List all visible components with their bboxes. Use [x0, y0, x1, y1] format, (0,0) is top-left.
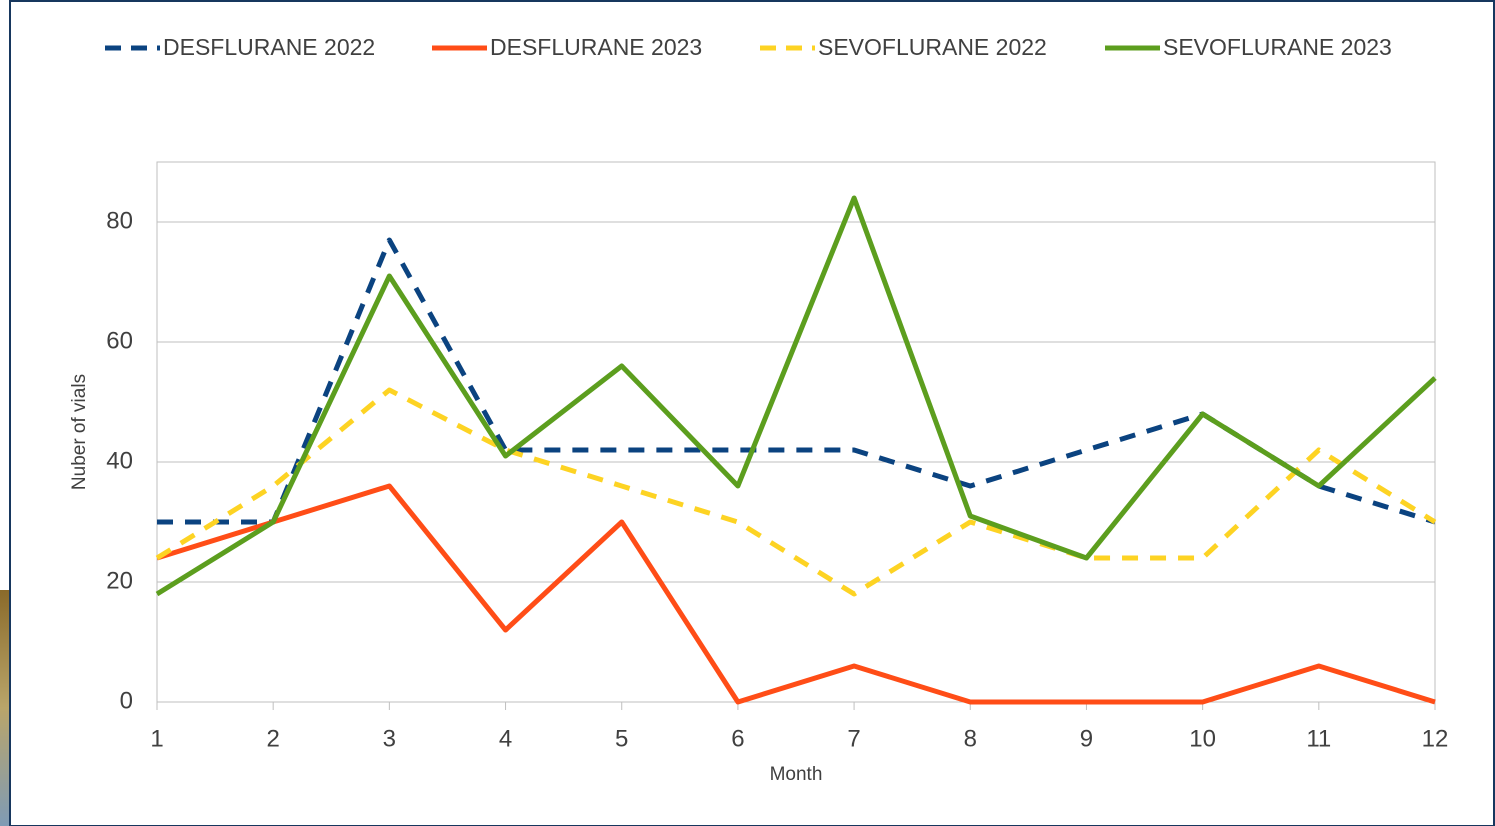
x-axis-label: Month [770, 764, 823, 785]
x-tick-label: 7 [847, 725, 860, 752]
y-tick-label: 20 [106, 567, 133, 594]
x-tick-label: 4 [499, 725, 512, 752]
legend-label: SEVOFLURANE 2022 [818, 34, 1047, 60]
x-tick-label: 12 [1422, 725, 1449, 752]
series-line [155, 195, 1437, 597]
series-line [157, 237, 1436, 525]
y-tick-label: 80 [106, 207, 133, 234]
x-tick-label: 6 [731, 725, 744, 752]
y-axis-label: Nuber of vials [69, 374, 90, 490]
x-tick-label: 5 [615, 725, 628, 752]
x-tick-label: 11 [1306, 725, 1331, 752]
x-tick-label: 8 [964, 725, 977, 752]
x-tick-label: 9 [1080, 725, 1093, 752]
x-tick-label: 2 [267, 725, 280, 752]
legend-label: DESFLURANE 2022 [163, 34, 375, 60]
x-tick-label: 1 [150, 725, 163, 752]
legend-label: DESFLURANE 2023 [490, 34, 702, 60]
series-line [155, 387, 1437, 597]
series-line [156, 483, 1436, 705]
y-tick-label: 40 [106, 447, 133, 474]
x-tick-label: 10 [1189, 725, 1216, 752]
decor-strip [0, 590, 10, 826]
y-tick-label: 60 [106, 327, 133, 354]
x-tick-label: 3 [383, 725, 396, 752]
y-tick-label: 0 [120, 687, 133, 714]
legend-label: SEVOFLURANE 2023 [1163, 34, 1392, 60]
